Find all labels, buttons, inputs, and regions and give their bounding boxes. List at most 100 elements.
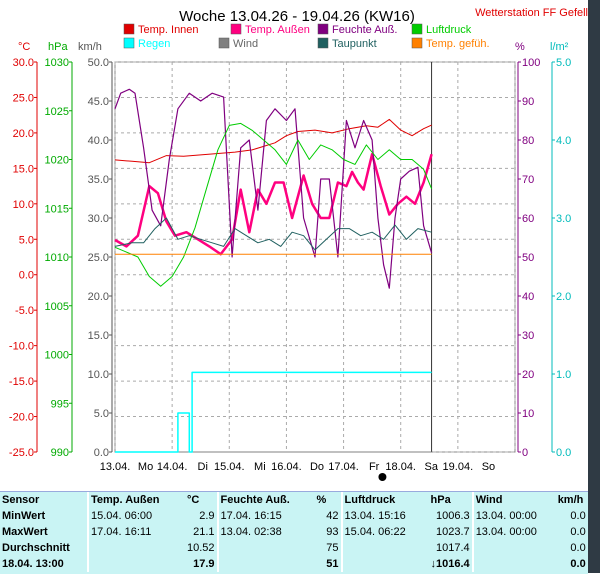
x-tick-date: 14.04.	[157, 461, 188, 473]
series-line-2	[114, 88, 433, 289]
tick-label-pressure: 1010	[45, 252, 69, 264]
table-row: Durchschnitt 10.52 75 1017.4 0.0	[0, 540, 588, 556]
temp-date: 15.04. 06:00	[87, 508, 185, 524]
temp-date	[87, 556, 185, 572]
tick-label-rain: 2.0	[556, 291, 571, 303]
row-label: MinWert	[2, 510, 46, 522]
tick-label-temp: 30.0	[13, 57, 34, 69]
legend-label: Regen	[138, 38, 170, 50]
x-tick-date: 17.04.	[328, 461, 359, 473]
stats-grid: Sensor Temp. Außen °C Feuchte Auß. % Luf…	[0, 492, 588, 572]
header-pressure-unit: hPa	[430, 494, 451, 506]
chart-axes: 30.0 25.0 20.0 15.0 10.0 5.0 0.0 -5.0 -10.0 -15.0…	[9, 57, 571, 473]
tick-label-wind: 40.0	[88, 135, 109, 147]
x-tick-date: 13.04.	[100, 461, 131, 473]
humidity-date	[216, 556, 315, 572]
temp-value: 10.52	[187, 542, 215, 554]
tick-label-wind: 15.0	[88, 330, 109, 342]
humidity-date	[216, 540, 315, 556]
tick-label-pressure: 1020	[45, 155, 69, 167]
header-temp-unit: °C	[187, 494, 200, 506]
legend-swatch	[411, 23, 423, 35]
tick-label-wind: 35.0	[88, 174, 109, 186]
legend-label: Wind	[233, 38, 258, 50]
tick-label-humidity: 60	[522, 213, 534, 225]
temp-value: 21.1	[193, 526, 215, 538]
legend-label: Feuchte Auß.	[332, 24, 397, 36]
x-tick-date: 15.04.	[214, 461, 245, 473]
header-humidity: Feuchte Auß.	[216, 492, 315, 508]
legend-swatch	[218, 37, 230, 49]
tick-label-humidity: 10	[522, 408, 534, 420]
tick-label-humidity: 80	[522, 135, 534, 147]
pressure-value: ↓1016.4	[430, 558, 470, 570]
tick-label-humidity: 40	[522, 291, 534, 303]
tick-label-temp: 0.0	[19, 270, 34, 282]
x-tick-day: So	[482, 461, 495, 473]
tick-label-wind: 30.0	[88, 213, 109, 225]
tick-label-pressure: 1005	[45, 301, 69, 313]
row-label: Durchschnitt	[2, 542, 70, 554]
series-line-0	[114, 118, 432, 164]
tick-label-rain: 5.0	[556, 57, 571, 69]
tick-label-wind: 0.0	[94, 447, 109, 459]
series-line-6	[115, 371, 432, 453]
table-row: MinWert 15.04. 06:00 2.9 17.04. 16:15 42…	[0, 508, 588, 524]
wind-date: 13.04. 00:00	[471, 524, 556, 540]
header-wind-unit: km/h	[557, 494, 584, 506]
x-tick-date: 18.04.	[385, 461, 416, 473]
legend-label: Temp. gefüh.	[426, 38, 490, 50]
series-line-1	[114, 152, 433, 256]
x-tick-day: Mi	[254, 461, 266, 473]
tick-label-temp: 10.0	[13, 199, 34, 211]
legend: Temp. Innen Temp. Außen Feuchte Auß. Luftdr…	[123, 23, 490, 50]
row-label: MaxWert	[2, 526, 48, 538]
x-tick-date: 16.04.	[271, 461, 302, 473]
legend-swatch	[123, 23, 135, 35]
unit-wind: km/h	[78, 41, 102, 53]
tick-label-humidity: 100	[522, 57, 540, 69]
table-row: MaxWert 17.04. 16:11 21.1 13.04. 02:38 9…	[0, 524, 588, 540]
unit-humidity: %	[515, 41, 525, 53]
header-humidity-unit: %	[316, 494, 327, 506]
unit-rain: l/m²	[550, 41, 569, 53]
x-tick-day: Mo	[138, 461, 153, 473]
pressure-value: 1006.3	[436, 510, 470, 522]
now-marker-dot	[378, 473, 387, 481]
chart-background	[0, 0, 588, 491]
temp-date	[87, 540, 185, 556]
header-temp: Temp. Außen	[87, 492, 185, 508]
tick-label-wind: 50.0	[88, 57, 109, 69]
legend-swatch	[317, 23, 329, 35]
tick-label-temp: -20.0	[9, 412, 34, 424]
legend-label: Luftdruck	[426, 24, 472, 36]
wind-value: 0.0	[570, 542, 586, 554]
series-line-3	[114, 122, 433, 287]
wind-date	[471, 540, 556, 556]
temp-value: 2.9	[199, 510, 215, 522]
pressure-value: 1017.4	[436, 542, 470, 554]
temp-value: 17.9	[193, 558, 215, 570]
tick-label-pressure: 1015	[45, 203, 69, 215]
weather-chart: Woche 13.04.26 - 19.04.26 (KW16) Wetters…	[0, 0, 588, 491]
tick-label-temp: -10.0	[9, 341, 34, 353]
pressure-date: 15.04. 06:22	[340, 524, 429, 540]
tick-label-wind: 10.0	[88, 369, 109, 381]
x-tick-date: 19.04.	[443, 461, 474, 473]
tick-label-rain: 0.0	[556, 447, 571, 459]
legend-swatch	[317, 37, 329, 49]
stats-table: Sensor Temp. Außen °C Feuchte Auß. % Luf…	[0, 491, 588, 574]
stats-header-row: Sensor Temp. Außen °C Feuchte Auß. % Luf…	[0, 492, 588, 508]
table-row: 18.04. 13:00 17.9 51 ↓1016.4 0.0	[0, 556, 588, 572]
window-edge-strip	[588, 0, 600, 573]
series-line-5	[114, 217, 432, 251]
tick-label-rain: 3.0	[556, 213, 571, 225]
pressure-value: 1023.7	[436, 526, 470, 538]
tick-label-humidity: 90	[522, 96, 534, 108]
row-label: 18.04. 13:00	[2, 558, 64, 570]
tick-label-humidity: 30	[522, 330, 534, 342]
tick-label-pressure: 1000	[45, 350, 69, 362]
tick-label-temp: -15.0	[9, 376, 34, 388]
humidity-value: 51	[326, 558, 339, 570]
pressure-date	[340, 556, 429, 572]
